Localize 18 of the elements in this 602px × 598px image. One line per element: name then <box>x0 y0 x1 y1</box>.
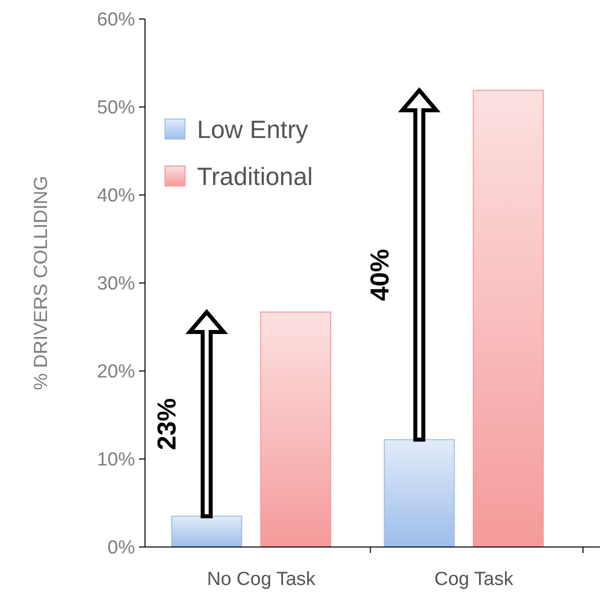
x-tick-label: No Cog Task <box>206 569 316 590</box>
annotation: 23% <box>152 398 182 450</box>
y-tick-label: 10% <box>96 450 136 471</box>
x-tick-label: Cog Task <box>434 569 514 590</box>
y-tick-label: 30% <box>96 274 136 295</box>
y-tick-label: 60% <box>96 10 136 31</box>
y-tick-label: 20% <box>96 362 136 383</box>
bar <box>384 439 455 548</box>
y-tick-label: 50% <box>96 98 136 119</box>
legend-label: Low Entry <box>197 116 309 144</box>
legend-label: Traditional <box>197 162 313 191</box>
y-tick-label: 40% <box>96 186 136 207</box>
y-tick-label: 0% <box>108 538 136 559</box>
bar <box>472 90 544 548</box>
y-axis-title: % DRIVERS COLLIDING <box>31 176 52 390</box>
bar <box>260 312 332 548</box>
annotation: 40% <box>364 248 394 301</box>
bar <box>171 516 242 548</box>
